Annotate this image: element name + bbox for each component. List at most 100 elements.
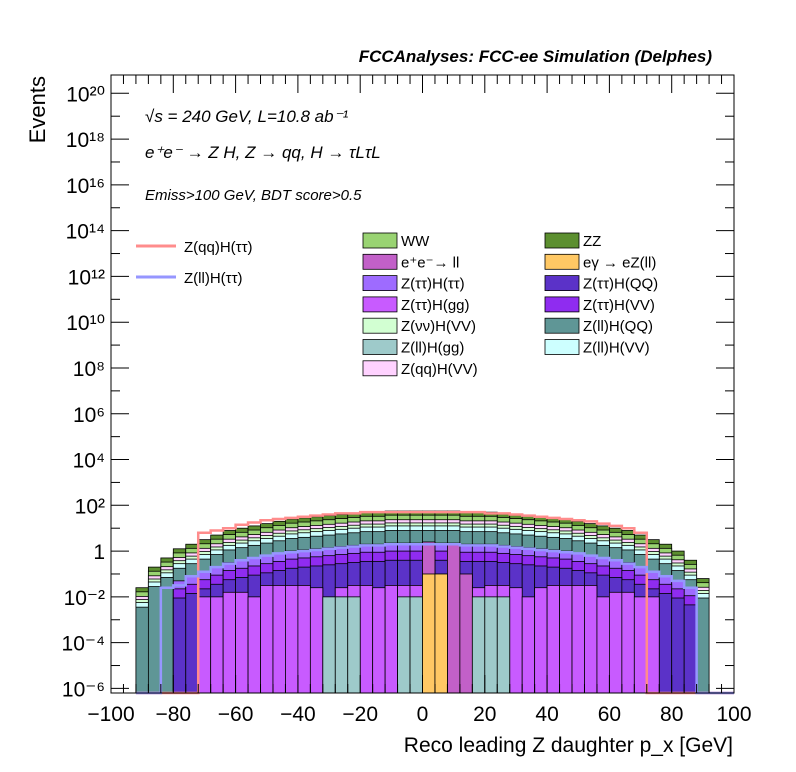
legend: WW ZZ e⁺e⁻→ ll eγ → eZ(ll) Z(ττ)H(ττ) Z(ττ)H(… xyxy=(136,232,658,378)
bar-ll-gg xyxy=(347,596,361,694)
y-tick-label: 10⁸ xyxy=(73,358,105,381)
bar-ll-gg xyxy=(409,596,423,694)
bar-tt-gg xyxy=(534,587,548,694)
bar-egamma xyxy=(422,573,436,694)
bar-tt-QQ xyxy=(658,593,673,694)
bar-tt-gg xyxy=(584,585,598,694)
x-axis-label: Reco leading Z daughter p_x [GeV] xyxy=(404,734,733,757)
x-tick-label: 80 xyxy=(660,703,683,726)
bar-ll-QQ xyxy=(696,597,710,694)
bar-egamma xyxy=(434,573,448,694)
bar-tt-gg xyxy=(633,596,648,694)
y-tick-label: 10² xyxy=(75,495,105,518)
bar-tt-gg xyxy=(509,587,523,694)
bar-ll-gg xyxy=(496,596,511,694)
x-tick-label: −60 xyxy=(218,703,254,726)
bar-tt-gg xyxy=(559,585,573,694)
x-tick-label: 0 xyxy=(417,703,429,726)
bar-ll-gg xyxy=(397,596,411,694)
legend-label-sig-ll: Z(ll)H(ττ) xyxy=(184,270,243,287)
legend-label-sig-qq: Z(qq)H(ττ) xyxy=(184,239,253,256)
legend-label-ll-gg: Z(ll)H(gg) xyxy=(401,340,464,357)
x-tick-label: −80 xyxy=(155,703,191,726)
bar-tt-QQ xyxy=(185,593,199,694)
y-tick-label: 10¹⁴ xyxy=(66,221,105,244)
signal-line-sig-qq xyxy=(135,510,734,695)
bar-tt-gg xyxy=(359,585,374,694)
legend-swatch-tt-tt xyxy=(362,275,398,292)
legend-label-tt-gg: Z(ττ)H(gg) xyxy=(401,297,470,314)
annotation-process: e⁺e⁻ → Z H, Z → qq, H → τLτL xyxy=(145,143,381,162)
legend-swatch-ee-ll xyxy=(362,253,398,270)
legend-swatch-qq-VV xyxy=(362,360,398,377)
bar-tt-QQ xyxy=(671,597,685,694)
bar-ee-ll xyxy=(459,573,473,694)
bar-ee-ll xyxy=(447,543,461,694)
bar-ll-gg xyxy=(484,596,498,694)
y-tick-label: 10⁶ xyxy=(73,404,105,427)
y-tick-label: 10⁻⁶ xyxy=(62,678,105,701)
legend-swatch-tt-VV xyxy=(544,296,580,313)
x-tick-label: 40 xyxy=(535,703,558,726)
bar-tt-QQ xyxy=(683,604,698,694)
bar-tt-gg xyxy=(384,585,398,694)
legend-label-tt-QQ: Z(ττ)H(QQ) xyxy=(583,276,658,293)
bar-tt-gg xyxy=(521,596,536,694)
x-tick-label: 100 xyxy=(716,703,751,726)
y-tick-label: 10⁻⁴ xyxy=(62,633,105,656)
bar-tt-gg xyxy=(272,585,286,694)
bar-tt-gg xyxy=(260,585,274,694)
legend-label-ZZ: ZZ xyxy=(583,233,601,250)
legend-swatch-tt-QQ xyxy=(544,275,580,292)
annotation-energy: √s = 240 GeV, L=10.8 ab⁻¹ xyxy=(145,107,349,126)
y-tick-label: 10¹² xyxy=(68,266,105,289)
bar-ll-gg xyxy=(334,596,349,694)
bar-tt-gg xyxy=(235,591,249,694)
y-tick-label: 10⁴ xyxy=(73,450,105,473)
stacked-bars xyxy=(135,510,710,694)
y-tick-label: 10¹⁸ xyxy=(66,129,105,152)
y-tick-label: 10⁻² xyxy=(64,587,105,610)
legend-swatch-ll-VV xyxy=(544,339,580,355)
x-tick-label: 20 xyxy=(473,703,496,726)
legend-swatch-egamma xyxy=(544,253,580,270)
y-axis-label: Events xyxy=(25,76,50,143)
legend-swatch-ll-QQ xyxy=(544,317,580,334)
legend-label-WW: WW xyxy=(401,233,430,250)
bar-tt-gg xyxy=(596,596,610,694)
bar-tt-gg xyxy=(571,585,585,694)
bar-ll-QQ xyxy=(160,577,174,694)
bar-tt-gg xyxy=(372,587,386,694)
legend-label-qq-VV: Z(qq)H(VV) xyxy=(401,361,478,378)
bar-ll-QQ xyxy=(135,606,149,694)
bar-tt-gg xyxy=(609,591,623,694)
bar-tt-gg xyxy=(546,585,560,694)
bar-tt-gg xyxy=(297,585,311,694)
y-tick-label: 1 xyxy=(93,541,105,564)
bar-tt-gg xyxy=(210,596,224,694)
bar-ll-gg xyxy=(322,596,336,694)
bar-tt-gg xyxy=(222,591,236,694)
bar-ll-gg xyxy=(471,596,486,694)
x-tick-label: −20 xyxy=(342,703,378,726)
legend-label-tt-tt: Z(ττ)H(ττ) xyxy=(401,276,465,293)
y-tick-label: 10²⁰ xyxy=(66,83,105,106)
x-tick-label: −100 xyxy=(87,703,134,726)
bar-tt-gg xyxy=(247,596,261,694)
axis-ticks: −100 −80 −60 −40 −20 0 20 40 60 80 100 10⁻⁶ 10⁻⁴ 10⁻²… xyxy=(62,75,752,726)
plot-header: FCCAnalyses: FCC-ee Simulation (Delphes) xyxy=(359,47,713,66)
bar-ll-QQ xyxy=(147,586,162,694)
x-tick-label: 60 xyxy=(598,703,621,726)
legend-label-tt-VV: Z(ττ)H(VV) xyxy=(583,297,655,314)
legend-label-nn-VV: Z(νν)H(VV) xyxy=(401,318,476,335)
y-tick-label: 10¹⁶ xyxy=(66,175,105,198)
legend-label-ee-ll: e⁺e⁻→ ll xyxy=(401,254,459,271)
legend-label-ll-QQ: Z(ll)H(QQ) xyxy=(583,318,653,335)
bar-tt-gg xyxy=(197,596,212,694)
annotation-cuts: Emiss>100 GeV, BDT score>0.5 xyxy=(145,187,362,204)
bar-tt-gg xyxy=(309,587,324,694)
x-tick-label: −40 xyxy=(280,703,316,726)
legend-swatch-ZZ xyxy=(544,232,580,249)
bar-tt-QQ xyxy=(172,597,187,694)
